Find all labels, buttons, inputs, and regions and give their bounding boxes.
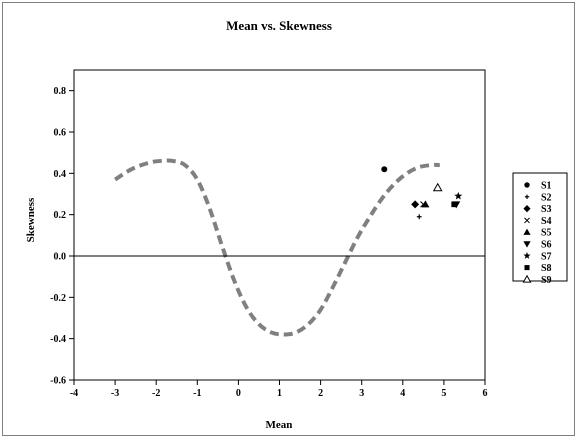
y-tick-label: 0.0 (54, 252, 67, 263)
legend-label-s3: S3 (541, 204, 552, 215)
x-axis-label: Mean (266, 419, 293, 431)
y-tick-label: 0.2 (54, 210, 67, 221)
legend-marker-s5 (523, 228, 531, 235)
x-tick-label: -3 (111, 388, 119, 399)
legend-marker-s7 (523, 252, 531, 259)
x-tick-label: -2 (152, 388, 160, 399)
legend-marker-s2 (524, 194, 530, 199)
x-tick-label: -4 (70, 388, 78, 399)
x-tick-label: 5 (441, 388, 446, 399)
x-tick-label: 3 (359, 388, 364, 399)
legend (512, 172, 568, 282)
data-point-s8 (451, 201, 457, 208)
y-tick-label: 0.6 (54, 128, 67, 139)
plot-area (73, 69, 486, 381)
y-tick-label: -0.4 (50, 334, 66, 345)
data-point-s5 (421, 200, 430, 208)
legend-label-s7: S7 (541, 251, 552, 262)
data-point-s1 (381, 166, 388, 173)
legend-label-s8: S8 (541, 263, 552, 274)
x-tick-label: 6 (483, 388, 488, 399)
data-point-s7 (454, 191, 463, 200)
legend-label-s4: S4 (541, 216, 552, 227)
legend-label-s5: S5 (541, 228, 552, 239)
legend-label-s2: S2 (541, 192, 552, 203)
y-tick-label: -0.6 (50, 376, 66, 387)
dashed-trend-curve (114, 158, 440, 337)
legend-marker-s9 (522, 274, 532, 283)
chart-title: Mean vs. Skewness (226, 18, 332, 33)
legend-marker-s4 (524, 217, 530, 224)
y-tick-label: 0.4 (54, 169, 67, 180)
legend-marker-s8 (524, 265, 530, 271)
x-tick-label: 2 (318, 388, 323, 399)
data-point-s2 (416, 214, 422, 220)
y-axis-label: Skewness (25, 197, 37, 242)
x-tick-label: 4 (400, 388, 405, 399)
data-point-s3 (411, 200, 420, 209)
x-tick-label: 0 (236, 388, 241, 399)
y-tick-label: 0.8 (54, 86, 67, 97)
x-tick-label: 1 (277, 388, 282, 399)
legend-label-s6: S6 (541, 240, 552, 251)
legend-marker-s3 (523, 205, 531, 213)
legend-marker-s1 (524, 182, 530, 188)
legend-label-s1: S1 (541, 181, 552, 192)
y-tick-label: -0.2 (50, 293, 66, 304)
legend-label-s9: S9 (541, 275, 552, 286)
chart-frame (2, 2, 575, 436)
x-tick-label: -1 (193, 388, 201, 399)
legend-marker-s6 (523, 241, 531, 248)
data-point-s9 (432, 182, 443, 192)
